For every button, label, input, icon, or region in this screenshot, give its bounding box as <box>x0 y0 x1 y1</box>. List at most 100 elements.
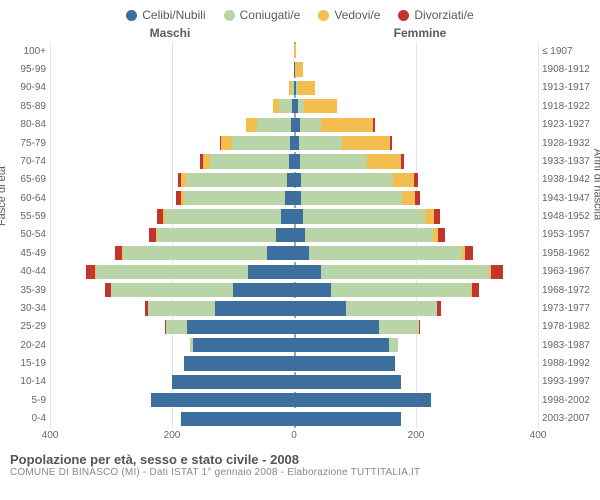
bar-female <box>294 118 538 132</box>
bar-male <box>50 265 294 279</box>
chart-area: 100+≤ 190795-991908-191290-941913-191785… <box>50 42 538 428</box>
birth-label: 1993-1997 <box>542 376 596 387</box>
birth-label: 1968-1972 <box>542 285 596 296</box>
seg-celibi <box>151 393 294 407</box>
bar-male <box>50 301 294 315</box>
age-row: 80-841923-1927 <box>50 116 538 134</box>
bar-female <box>294 44 538 58</box>
seg-vedovi <box>342 136 391 150</box>
seg-celibi <box>172 375 294 389</box>
x-axis: 4002000200400 <box>50 428 538 446</box>
seg-celibi <box>294 320 379 334</box>
seg-divorziati <box>390 136 392 150</box>
age-row: 95-991908-1912 <box>50 60 538 78</box>
bar-female <box>294 356 538 370</box>
bar-female <box>294 62 538 76</box>
birth-label: 1923-1927 <box>542 119 596 130</box>
seg-celibi <box>294 412 401 426</box>
seg-vedovi <box>294 44 296 58</box>
bar-female <box>294 136 538 150</box>
seg-coniugati <box>96 265 249 279</box>
seg-coniugati <box>309 246 462 260</box>
age-row: 75-791928-1932 <box>50 134 538 152</box>
seg-coniugati <box>300 154 367 168</box>
birth-label: 1928-1932 <box>542 138 596 149</box>
age-row: 85-891918-1922 <box>50 97 538 115</box>
legend: Celibi/Nubili Coniugati/e Vedovi/e Divorzia… <box>0 0 600 26</box>
legend-item-celibi: Celibi/Nubili <box>126 8 205 22</box>
seg-divorziati <box>414 173 418 187</box>
age-label: 90-94 <box>6 82 46 93</box>
birth-label: 1933-1937 <box>542 156 596 167</box>
seg-celibi <box>294 246 309 260</box>
age-label: 0-4 <box>6 413 46 424</box>
birth-label: 1938-1942 <box>542 174 596 185</box>
seg-coniugati <box>157 228 276 242</box>
seg-coniugati <box>166 320 187 334</box>
bar-female <box>294 154 538 168</box>
x-tick: 200 <box>164 430 181 441</box>
birth-label: 1978-1982 <box>542 321 596 332</box>
bar-female <box>294 320 538 334</box>
bar-male <box>50 356 294 370</box>
age-label: 85-89 <box>6 101 46 112</box>
seg-coniugati <box>148 301 215 315</box>
seg-coniugati <box>210 154 289 168</box>
seg-vedovi <box>298 81 315 95</box>
bar-female <box>294 393 538 407</box>
bar-male <box>50 136 294 150</box>
seg-celibi <box>294 265 321 279</box>
celibi-icon <box>126 10 137 21</box>
seg-coniugati <box>257 118 291 132</box>
seg-celibi <box>294 228 305 242</box>
seg-coniugati <box>184 191 285 205</box>
age-label: 15-19 <box>6 358 46 369</box>
seg-coniugati <box>301 173 393 187</box>
age-label: 20-24 <box>6 340 46 351</box>
seg-vedovi <box>221 136 232 150</box>
age-row: 35-391968-1972 <box>50 281 538 299</box>
age-row: 45-491958-1962 <box>50 244 538 262</box>
seg-divorziati <box>86 265 95 279</box>
legend-item-divorziati: Divorziati/e <box>398 8 473 22</box>
seg-celibi <box>294 356 395 370</box>
legend-label: Celibi/Nubili <box>142 8 205 22</box>
seg-vedovi <box>367 154 401 168</box>
seg-divorziati <box>434 209 440 223</box>
age-label: 100+ <box>6 46 46 57</box>
bar-male <box>50 44 294 58</box>
seg-vedovi <box>393 173 414 187</box>
vedovi-icon <box>318 10 329 21</box>
birth-label: 1973-1977 <box>542 303 596 314</box>
bar-male <box>50 191 294 205</box>
seg-celibi <box>233 283 294 297</box>
age-row: 40-441963-1967 <box>50 263 538 281</box>
age-row: 60-641943-1947 <box>50 189 538 207</box>
age-label: 60-64 <box>6 193 46 204</box>
bar-female <box>294 173 538 187</box>
birth-label: 1983-1987 <box>542 340 596 351</box>
seg-coniugati <box>232 136 290 150</box>
legend-item-vedovi: Vedovi/e <box>318 8 380 22</box>
birth-label: 1963-1967 <box>542 266 596 277</box>
birth-label: 1958-1962 <box>542 248 596 259</box>
seg-divorziati <box>472 283 479 297</box>
seg-coniugati <box>165 209 281 223</box>
age-row: 10-141993-1997 <box>50 373 538 391</box>
age-row: 55-591948-1952 <box>50 207 538 225</box>
x-tick: 400 <box>530 430 547 441</box>
bar-male <box>50 81 294 95</box>
bar-female <box>294 375 538 389</box>
seg-celibi <box>294 375 401 389</box>
legend-item-coniugati: Coniugati/e <box>224 8 301 22</box>
seg-celibi <box>248 265 294 279</box>
age-row: 0-42003-2007 <box>50 410 538 428</box>
age-label: 75-79 <box>6 138 46 149</box>
age-row: 30-341973-1977 <box>50 299 538 317</box>
seg-coniugati <box>379 320 419 334</box>
seg-celibi <box>276 228 294 242</box>
birth-label: 1913-1917 <box>542 82 596 93</box>
seg-celibi <box>285 191 294 205</box>
bar-female <box>294 209 538 223</box>
bar-male <box>50 173 294 187</box>
